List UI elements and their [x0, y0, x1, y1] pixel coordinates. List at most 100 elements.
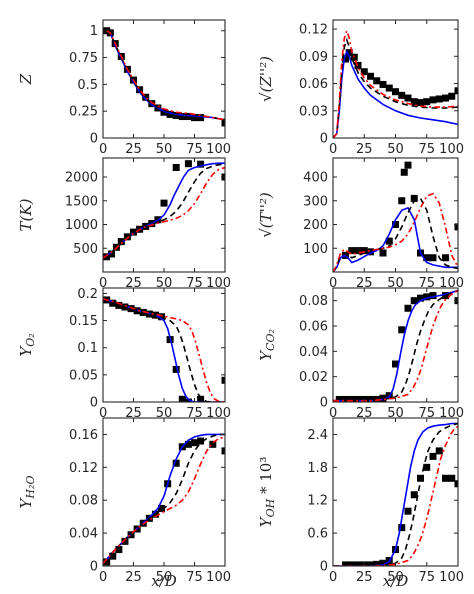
data-marker-expt [448, 92, 456, 100]
data-marker-expt [429, 292, 437, 300]
panel-T: 500 1000 1500 2000 0 25 50 75 100 T(K) [17, 157, 231, 291]
data-marker-expt [423, 293, 431, 301]
y-tick-label: 0.16 [69, 428, 98, 443]
y-tick-label: 1500 [65, 194, 98, 209]
series-line-black [333, 422, 458, 566]
data-marker-expt [367, 561, 374, 566]
series-group [103, 433, 225, 566]
x-tick-label: 25 [125, 406, 142, 421]
y-label-rest: * 10³ [257, 457, 275, 499]
data-marker-expt [392, 88, 399, 96]
series-line-black [333, 289, 458, 402]
x-tick-label: 100 [206, 570, 231, 585]
y-axis-label: √(T''²) [257, 192, 275, 238]
panel-Tvar: 100 200 300 400 0 25 50 75 100 √(T''²) [257, 157, 464, 291]
data-marker-expt [184, 440, 192, 448]
x-axis-label: x/D [383, 572, 409, 590]
data-marker-expt [429, 452, 437, 460]
x-tick-label: 75 [418, 142, 435, 157]
y-tick-label: 0.08 [69, 494, 98, 509]
x-tick-label: 50 [156, 406, 173, 421]
y-tick-label: 100 [303, 242, 328, 257]
series-group [333, 161, 458, 272]
x-tick-label: 0 [99, 142, 107, 157]
y-tick-label: 0.09 [299, 50, 328, 65]
data-marker-expt [133, 307, 141, 315]
data-marker-expt [160, 199, 168, 207]
axes-frame [332, 157, 459, 273]
y-label-main: Y [17, 345, 35, 357]
data-marker-expt [398, 197, 406, 205]
y-tick-label: 300 [303, 194, 328, 209]
data-marker-expt [367, 248, 374, 256]
x-tick-label: 0 [329, 570, 337, 585]
y-tick-label: 0 [90, 396, 98, 411]
data-marker-expt [117, 238, 125, 246]
y-tick-label: 1 [90, 24, 98, 39]
data-marker-expt [379, 394, 387, 402]
x-axis-label: x/D [151, 572, 177, 590]
y-tick-label: 0 [320, 132, 328, 147]
x-tick-label: 25 [125, 142, 142, 157]
y-tick-label: 0.12 [69, 461, 98, 476]
data-marker-expt [178, 395, 186, 402]
x-tick-label: 100 [206, 142, 231, 157]
y-label-sub: OH [264, 498, 277, 517]
data-marker-expt [442, 292, 449, 300]
y-tick-label: 0.15 [69, 314, 98, 329]
data-marker-expt [172, 111, 180, 119]
y-tick-label: 0.5 [77, 78, 98, 93]
data-marker-expt [379, 559, 387, 566]
series-line-black [103, 298, 225, 402]
data-marker-expt [197, 114, 205, 122]
series-line-blue [333, 206, 458, 272]
data-marker-expt [160, 108, 168, 116]
x-tick-label: 0 [329, 142, 337, 157]
axes-frame [102, 19, 226, 139]
series-line-red [103, 436, 225, 565]
data-marker-expt [454, 223, 458, 231]
series-line-red [333, 192, 458, 272]
x-tick-label: 75 [186, 142, 203, 157]
data-marker-expt [404, 161, 412, 169]
x-tick-label: 100 [439, 570, 464, 585]
y-tick-label: 1.2 [307, 494, 328, 509]
data-marker-expt [404, 94, 412, 102]
data-marker-expt [115, 301, 123, 309]
data-marker-expt [404, 304, 412, 312]
x-tick-label: 25 [125, 276, 142, 291]
data-marker-expt [108, 250, 116, 258]
data-marker-expt [392, 360, 399, 368]
series-group [103, 296, 225, 402]
panel-OH: 0 0.6 1.2 1.8 2.4 0 25 50 75 100 YOH * 10³ x/D [257, 417, 464, 590]
data-marker-expt [109, 299, 117, 307]
series-line-black [103, 163, 225, 259]
data-marker-expt [354, 395, 362, 402]
y-tick-label: 0.02 [299, 370, 328, 385]
y-axis-label: YCO₂ [257, 329, 277, 361]
data-marker-expt [423, 98, 431, 106]
y-tick-label: 0.06 [299, 320, 328, 335]
data-marker-expt [360, 68, 368, 76]
series-line-red [333, 289, 458, 402]
y-axis-label: √(Z''²) [257, 56, 275, 102]
data-marker-expt [348, 561, 356, 566]
y-tick-label: 0.75 [69, 51, 98, 66]
x-tick-label: 50 [387, 570, 404, 585]
data-marker-expt [172, 164, 180, 171]
data-marker-expt [115, 546, 123, 554]
series-line-red [333, 425, 458, 566]
x-tick-label: 0 [99, 570, 107, 585]
y-tick-label: 0.25 [69, 105, 98, 120]
y-label-main: Z [17, 73, 35, 85]
data-marker-expt [172, 365, 180, 373]
y-tick-label: 0 [90, 132, 98, 147]
y-label-main: √(Z''²) [257, 56, 275, 102]
data-marker-expt [435, 447, 443, 455]
data-marker-expt [404, 507, 412, 515]
x-tick-label: 25 [356, 142, 373, 157]
data-marker-expt [429, 96, 437, 104]
data-marker-expt [367, 395, 374, 402]
data-marker-expt [373, 560, 381, 566]
series-line-black [333, 197, 458, 272]
